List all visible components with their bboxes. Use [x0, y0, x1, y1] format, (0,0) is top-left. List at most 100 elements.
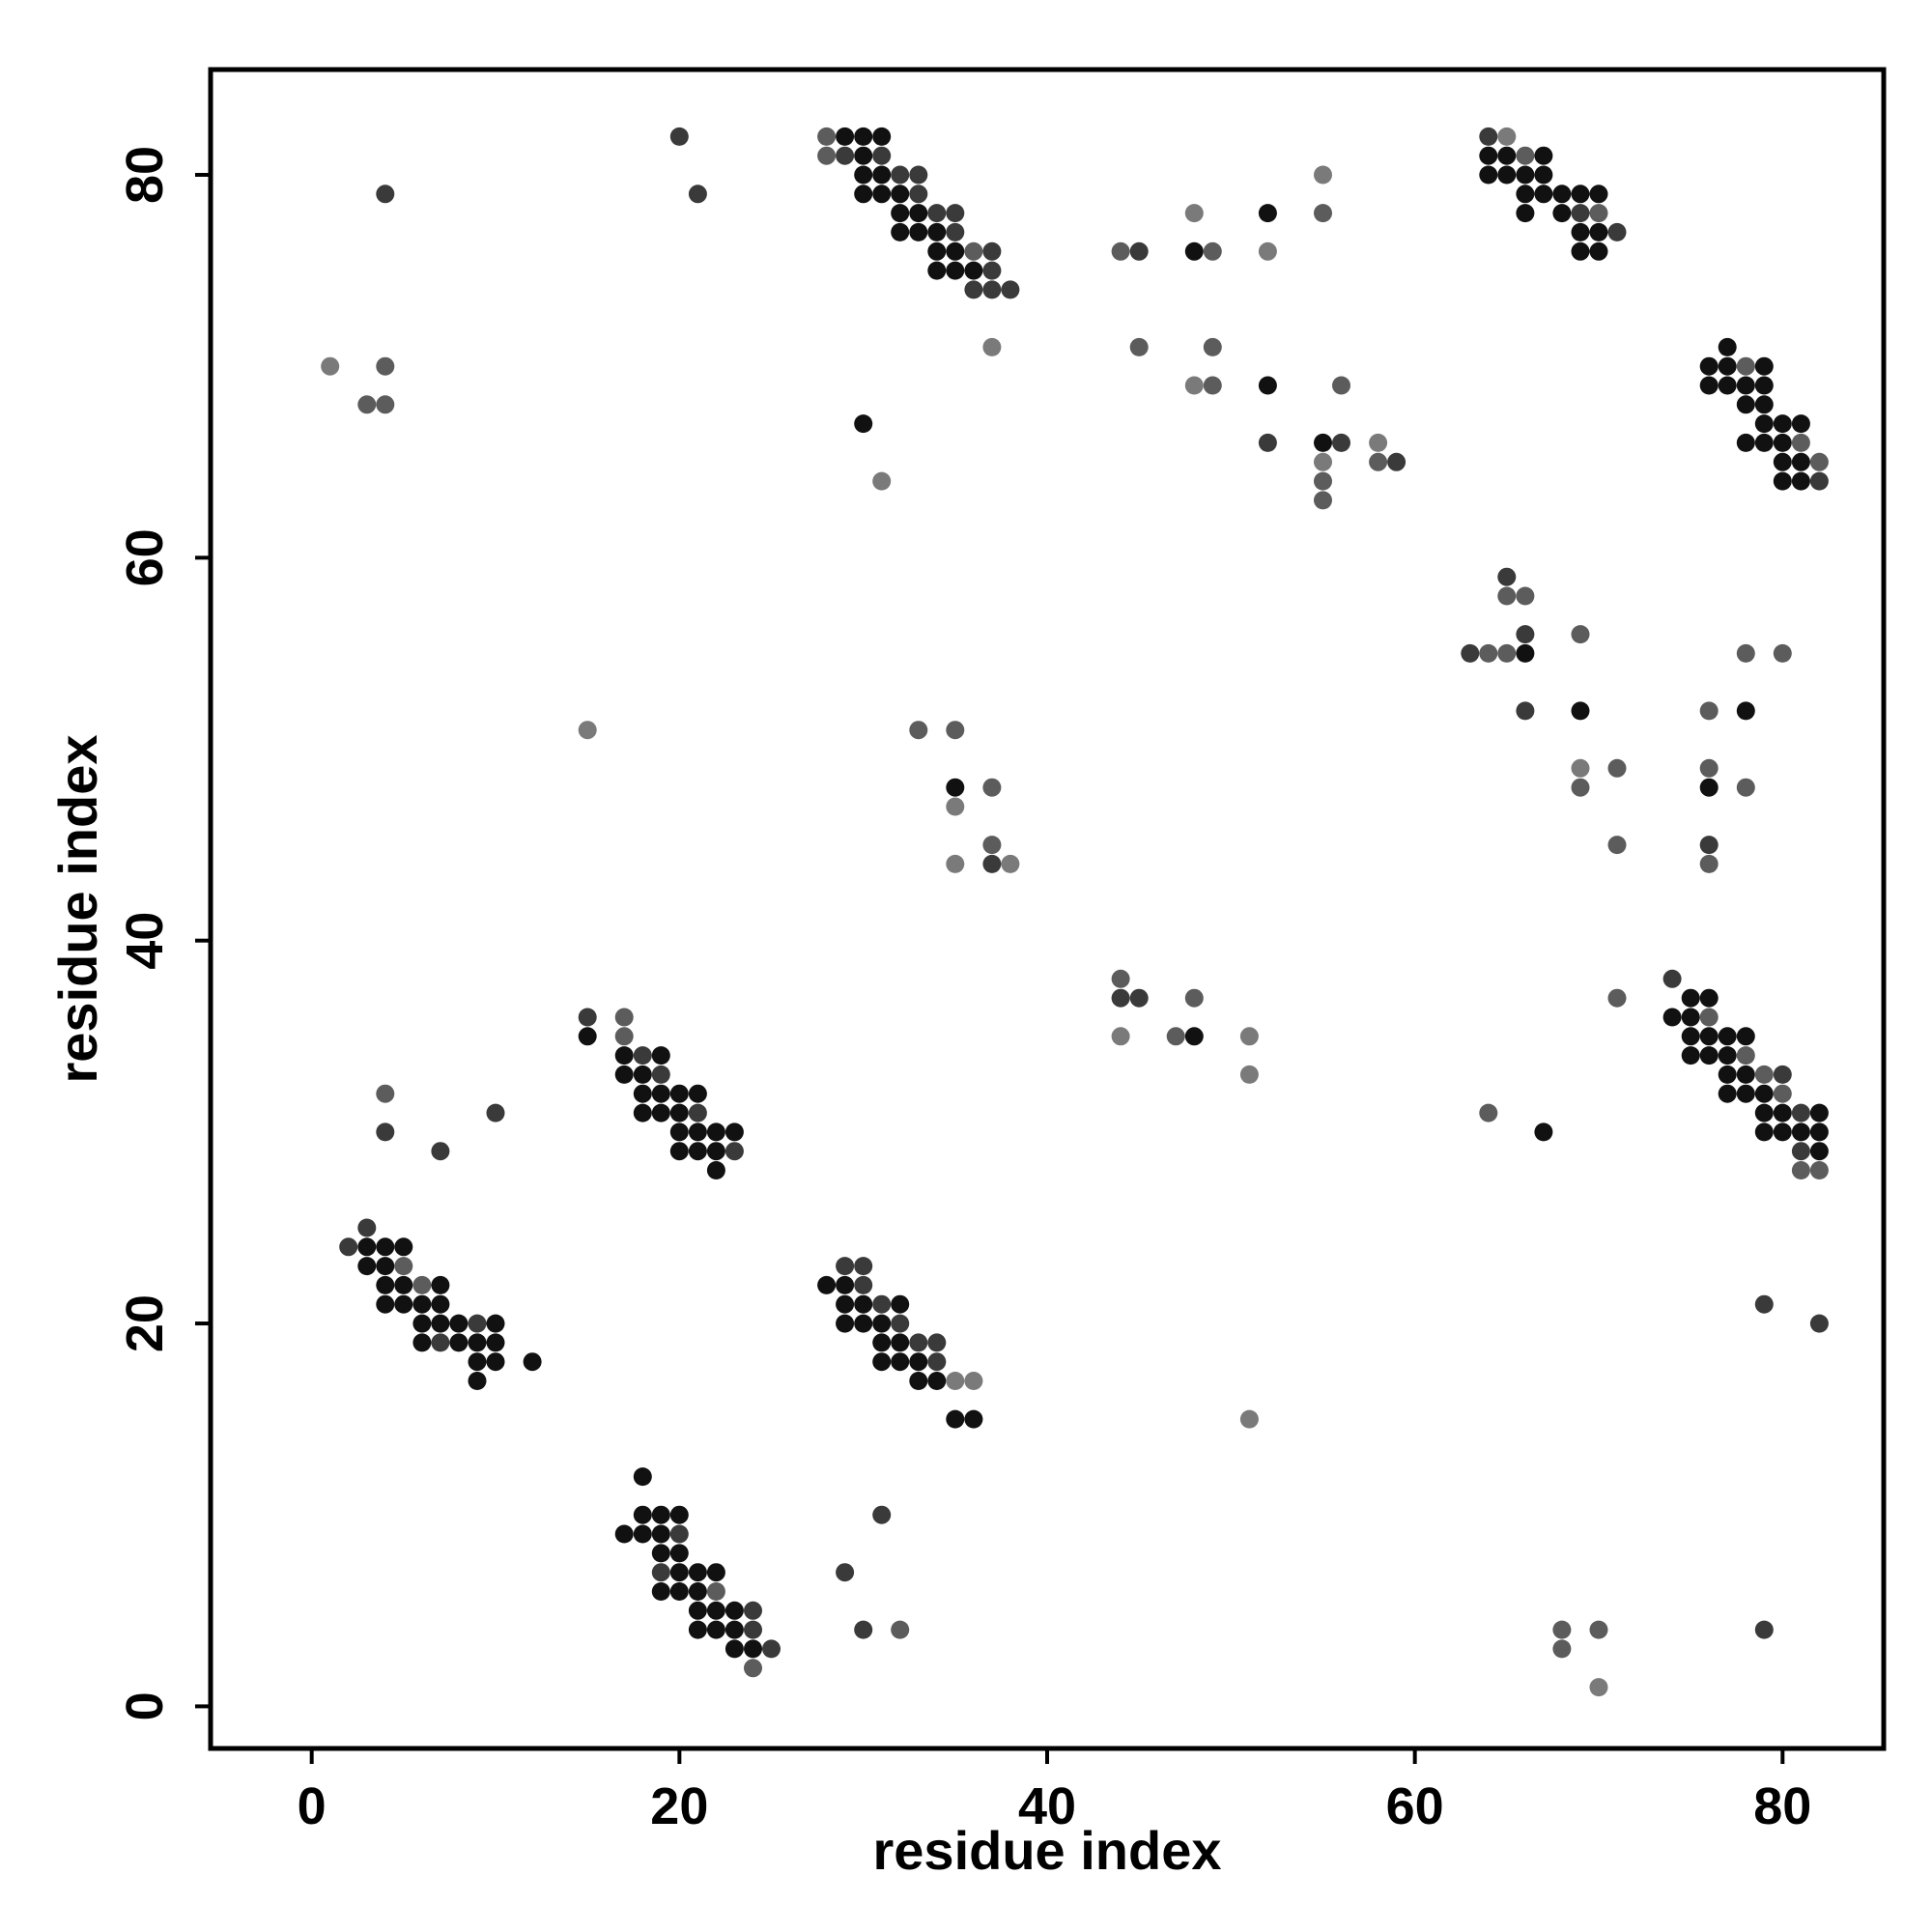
contact-point	[872, 185, 892, 204]
contact-point	[1736, 643, 1755, 663]
contact-point	[357, 395, 377, 414]
contact-point	[468, 1352, 487, 1372]
y-axis-title: residue index	[47, 734, 108, 1083]
contact-point	[836, 1563, 855, 1582]
contact-point	[669, 127, 689, 146]
y-axis: 0 20 40 60 80	[116, 146, 211, 1720]
contact-point	[1516, 165, 1535, 185]
contact-point	[669, 1142, 689, 1161]
contact-point	[1111, 969, 1130, 988]
contact-point	[854, 127, 873, 146]
contact-point	[744, 1601, 762, 1620]
contact-point	[1754, 1122, 1774, 1142]
contact-point	[854, 1314, 873, 1333]
contact-point	[523, 1352, 542, 1372]
contact-point	[909, 1352, 928, 1372]
contact-point	[321, 356, 340, 376]
contact-point	[669, 1563, 689, 1582]
contact-point	[891, 165, 910, 185]
contact-point	[1314, 204, 1332, 223]
contact-point	[1809, 1103, 1829, 1122]
contact-point	[688, 1142, 707, 1161]
contact-point	[744, 1659, 762, 1678]
contact-point	[1718, 1046, 1737, 1065]
contact-point	[1607, 222, 1627, 242]
contact-point	[872, 1314, 892, 1333]
contact-point	[946, 222, 965, 242]
contact-point	[669, 1524, 689, 1544]
contact-point	[927, 1352, 947, 1372]
contact-point	[376, 1257, 395, 1276]
contact-point	[1718, 1084, 1737, 1103]
contact-point	[1589, 204, 1608, 223]
contact-point	[927, 1333, 947, 1352]
contact-point	[1479, 643, 1498, 663]
contact-point	[431, 1314, 450, 1333]
contact-point	[706, 1601, 725, 1620]
contact-point	[412, 1314, 432, 1333]
contact-point	[1516, 625, 1535, 644]
contact-point	[1791, 433, 1810, 452]
contact-point	[1809, 1314, 1829, 1333]
contact-point	[1516, 701, 1535, 721]
contact-point	[946, 721, 965, 740]
contact-point	[946, 854, 965, 873]
contact-point	[376, 1237, 395, 1257]
contact-point	[1258, 204, 1277, 223]
contact-point	[872, 165, 892, 185]
contact-point	[1809, 1161, 1829, 1179]
contact-point	[927, 222, 947, 242]
contact-point	[1571, 778, 1590, 797]
contact-point	[1699, 1027, 1719, 1046]
contact-point	[706, 1122, 725, 1142]
contact-point	[1809, 452, 1829, 471]
contact-point	[1754, 414, 1774, 434]
contact-point	[1736, 1084, 1755, 1103]
contact-point	[1571, 185, 1590, 204]
contact-point	[1791, 471, 1810, 491]
contact-point	[891, 1333, 910, 1352]
contact-point	[1773, 471, 1792, 491]
contact-point	[1552, 1639, 1572, 1659]
contact-point	[927, 242, 947, 261]
contact-point	[964, 280, 983, 299]
contact-point	[946, 204, 965, 223]
contact-point	[909, 185, 928, 204]
contact-point	[1773, 643, 1792, 663]
contact-point	[651, 1544, 670, 1563]
contact-point	[468, 1314, 487, 1333]
contact-point	[946, 797, 965, 816]
contact-point	[468, 1372, 487, 1390]
contact-point	[927, 204, 947, 223]
contact-point	[376, 185, 395, 204]
contact-point	[964, 1409, 983, 1429]
contact-point	[817, 146, 837, 165]
contact-point	[1203, 376, 1222, 395]
contact-point	[854, 165, 873, 185]
contact-point	[339, 1237, 358, 1257]
contact-point	[633, 1467, 652, 1487]
contact-point	[1571, 625, 1590, 644]
x-tick-label: 20	[650, 1777, 708, 1835]
contact-point	[706, 1563, 725, 1582]
contact-point	[1239, 1409, 1259, 1429]
contact-point	[651, 1563, 670, 1582]
data-points	[321, 127, 1829, 1697]
contact-point	[1809, 1142, 1829, 1161]
contact-point	[964, 1372, 983, 1390]
contact-point	[1184, 988, 1204, 1008]
contact-point	[891, 204, 910, 223]
contact-point	[1129, 242, 1149, 261]
contact-point	[1497, 146, 1517, 165]
y-tick-label: 80	[116, 146, 174, 204]
contact-point	[1809, 1122, 1829, 1142]
x-tick-label: 0	[298, 1777, 327, 1835]
contact-point	[1699, 778, 1719, 797]
contact-point	[1791, 1161, 1810, 1179]
y-tick-label: 40	[116, 912, 174, 970]
contact-point	[1754, 433, 1774, 452]
contact-point	[1534, 146, 1553, 165]
contact-point	[486, 1333, 505, 1352]
contact-point	[1754, 356, 1774, 376]
contact-point	[1497, 643, 1517, 663]
